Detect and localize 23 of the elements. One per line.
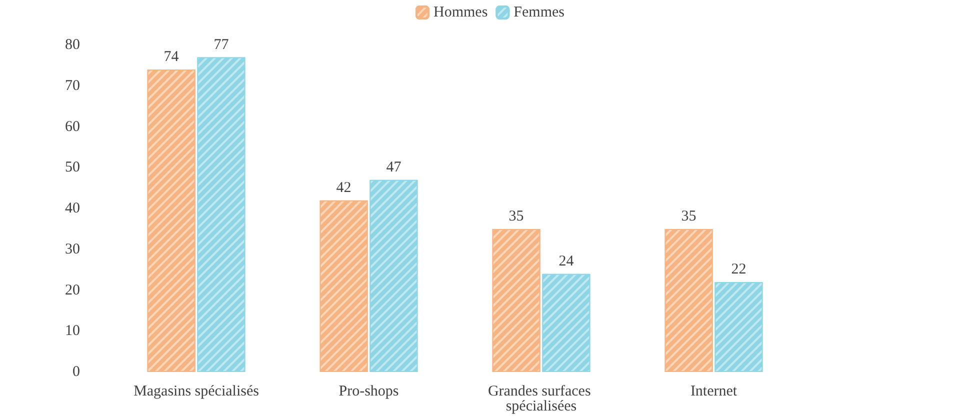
- data-label: 24: [558, 253, 574, 270]
- y-tick-label: 30: [65, 241, 80, 258]
- x-tick-label: Grandes surfaces spécialisées: [488, 384, 595, 414]
- y-tick-label: 10: [65, 323, 80, 340]
- legend-label: Femmes: [514, 4, 565, 20]
- y-tick-label: 70: [65, 78, 80, 94]
- x-tick-label: Pro-shops: [338, 384, 399, 400]
- y-tick-label: 40: [65, 200, 80, 216]
- y-tick-label: 50: [65, 160, 80, 176]
- x-tick-label: Internet: [690, 384, 738, 400]
- y-tick-label: 80: [65, 37, 80, 53]
- data-label: 35: [508, 208, 524, 224]
- data-label: 42: [336, 180, 352, 196]
- legend-label: Hommes: [434, 4, 488, 20]
- data-label: 35: [681, 208, 696, 224]
- data-label: 22: [731, 262, 746, 278]
- data-label: 77: [214, 36, 230, 53]
- y-tick-label: 60: [65, 118, 80, 135]
- data-label: 47: [386, 159, 402, 176]
- x-tick-label: Magasins spécialisés: [134, 384, 260, 400]
- y-tick-label: 20: [65, 282, 80, 298]
- y-tick-label: 0: [72, 364, 80, 380]
- data-label: 74: [164, 49, 180, 66]
